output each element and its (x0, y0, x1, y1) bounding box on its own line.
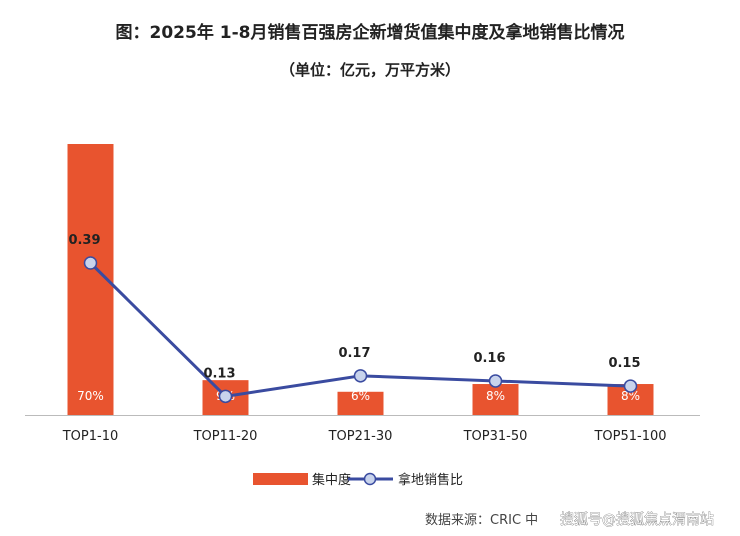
bar-label: 6% (351, 389, 370, 403)
legend-bar-swatch (253, 473, 308, 485)
line-point (83, 256, 98, 270)
legend-line-marker (363, 472, 377, 486)
x-tick-label: TOP51-100 (593, 429, 666, 444)
source-note: 数据来源：CRIC 中 (425, 513, 538, 528)
bar (337, 391, 384, 415)
line-point-label: 0.16 (473, 351, 505, 366)
bar-label: 8% (486, 389, 505, 403)
bar-label: 70% (77, 389, 104, 403)
line-point-label: 0.13 (203, 366, 235, 381)
line-point-label: 0.39 (68, 233, 100, 248)
line-point (353, 369, 368, 383)
chart-subtitle: （单位：亿元，万平方米） (280, 61, 460, 79)
x-tick-label: TOP11-20 (193, 429, 258, 444)
bar (472, 384, 519, 415)
legend-bar-label: 集中度 (312, 472, 351, 488)
line-point-label: 0.17 (338, 346, 370, 361)
legend-line-label: 拿地销售比 (398, 472, 463, 488)
x-tick-label: TOP31-50 (463, 429, 528, 444)
line-point (623, 379, 638, 393)
legend: 集中度 拿地销售比 (253, 472, 463, 488)
bar-label: 8% (621, 389, 640, 403)
x-tick-label: TOP1-10 (62, 429, 119, 444)
line-point (218, 389, 233, 404)
chart-title: 图：2025年 1-8月销售百强房企新增货值集中度及拿地销售比情况 (116, 22, 625, 43)
line-point-label: 0.15 (608, 356, 640, 371)
watermark: 搜狐号@搜狐焦点渭南站 (560, 512, 714, 528)
x-tick-label: TOP21-30 (328, 429, 393, 444)
plot-area: 70%9%6%8%8%TOP1-10TOP11-20TOP21-30TOP31-… (25, 144, 700, 444)
line-point (488, 374, 503, 388)
